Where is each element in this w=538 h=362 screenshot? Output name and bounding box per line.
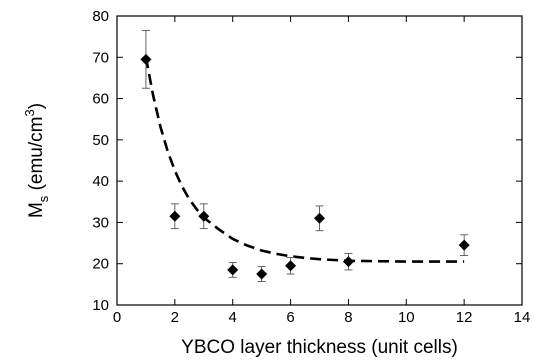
x-tick-label-4: 8 <box>344 309 352 326</box>
data-point-8 <box>458 239 470 251</box>
y-tick-label-6: 70 <box>92 49 109 66</box>
y-tick-label-7: 80 <box>92 8 109 25</box>
data-point-4 <box>256 268 268 280</box>
y-axis-title-sub: s <box>36 195 51 202</box>
data-points-layer <box>140 30 470 282</box>
data-point-0 <box>140 53 152 65</box>
data-point-6 <box>314 212 325 224</box>
ticks-layer: 0 2 4 6 8 10 12 14 10 20 30 40 50 60 70 80 <box>92 8 530 326</box>
y-tick-label-3: 40 <box>92 173 109 190</box>
y-tick-label-2: 30 <box>92 214 109 231</box>
y-tick-label-0: 10 <box>92 297 109 314</box>
y-tick-label-1: 20 <box>92 256 109 273</box>
y-axis-title-close: ) <box>26 103 47 109</box>
y-axis-title-main: M <box>26 202 47 218</box>
x-tick-label-5: 10 <box>398 309 415 326</box>
plot-frame <box>116 15 523 306</box>
y-axis-title: Ms (emu/cm3) <box>22 103 51 218</box>
data-point-1 <box>169 210 181 222</box>
x-tick-label-3: 6 <box>286 309 294 326</box>
fit-curve <box>144 57 465 263</box>
x-tick-label-0: 0 <box>113 309 121 326</box>
data-point-2 <box>198 210 210 222</box>
y-axis-title-sup: 3 <box>22 109 37 116</box>
x-tick-label-1: 2 <box>171 309 179 326</box>
x-tick-label-6: 12 <box>456 309 473 326</box>
data-point-7 <box>342 256 354 268</box>
x-tick-label-2: 4 <box>229 309 237 326</box>
x-axis-title: YBCO layer thickness (unit cells) <box>181 337 458 358</box>
x-tick-label-7: 14 <box>514 309 531 326</box>
data-point-3 <box>227 264 239 276</box>
y-tick-label-5: 60 <box>92 91 109 108</box>
y-axis-title-units: (emu/cm <box>26 117 47 196</box>
y-tick-label-4: 50 <box>92 132 109 149</box>
data-point-5 <box>285 260 297 272</box>
fit-curve-layer <box>144 57 465 263</box>
